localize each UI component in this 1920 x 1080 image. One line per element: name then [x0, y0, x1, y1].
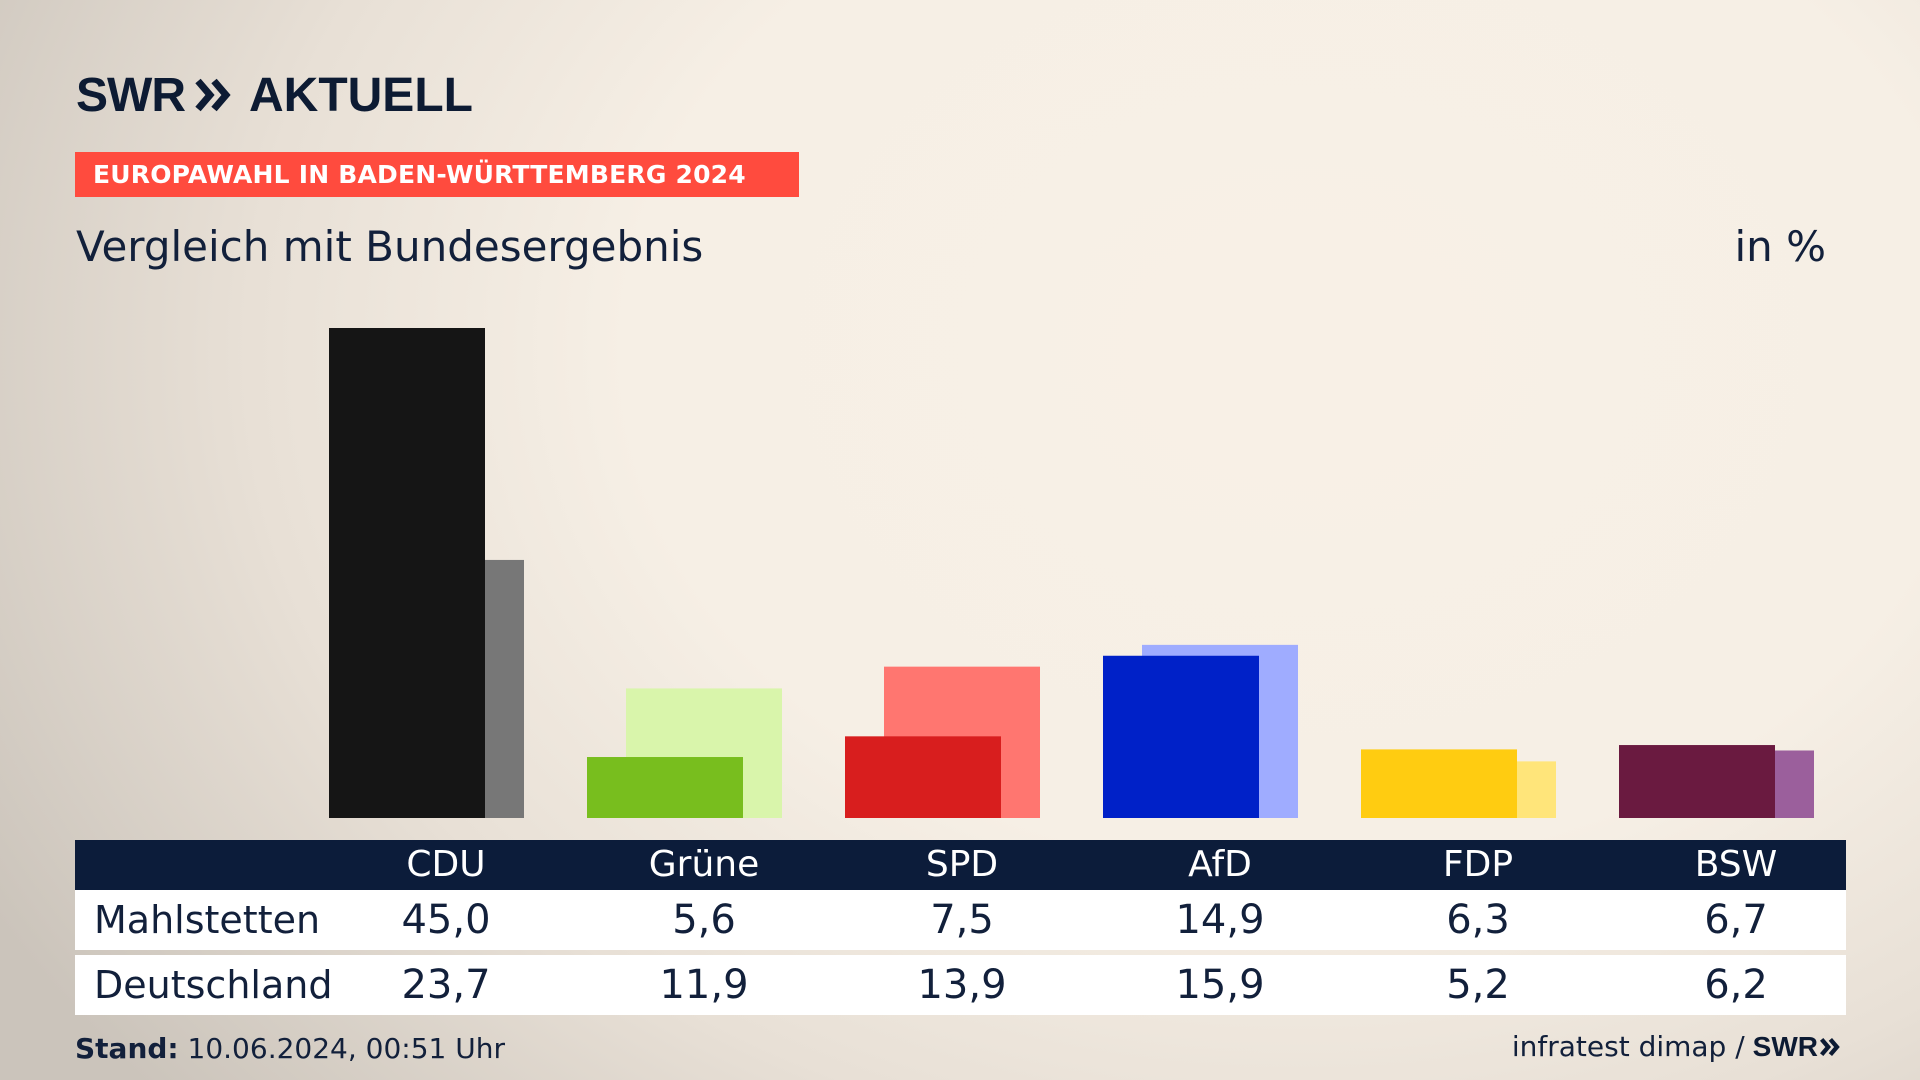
logo-swr-text: SWR — [76, 68, 186, 122]
value-cell-bsw: 6,7 — [1704, 897, 1768, 943]
column-header-bsw: BSW — [1694, 844, 1778, 885]
row-label-national: Deutschland — [94, 963, 333, 1007]
chart-subtitle: Vergleich mit Bundesergebnis — [76, 222, 704, 271]
source-text: infratest dimap / — [1511, 1030, 1745, 1063]
row-label-local: Mahlstetten — [94, 898, 321, 942]
value-cell-bsw: 6,2 — [1704, 962, 1768, 1008]
value-cell-fdp: 5,2 — [1446, 962, 1510, 1008]
value-cell-spd: 13,9 — [917, 962, 1007, 1008]
bar-local-afd — [1103, 655, 1259, 818]
value-cell-spd: 7,5 — [930, 897, 994, 943]
value-cell-grüne: 11,9 — [659, 962, 749, 1008]
bar-local-bsw — [1619, 745, 1775, 818]
column-header-grüne: Grüne — [648, 844, 760, 885]
election-banner: EUROPAWAHL IN BADEN-WÜRTTEMBERG 2024 — [75, 152, 799, 197]
table-header: CDU Grüne SPD AfD FDP BSW — [75, 840, 1846, 890]
source-credit: infratest dimap / SWR — [1512, 1030, 1844, 1063]
footer-chevron-icon — [1820, 1037, 1840, 1056]
swr-aktuell-logo: SWR AKTUELL — [76, 68, 473, 122]
value-cell-grüne: 5,6 — [672, 897, 736, 943]
bar-local-cdu — [329, 328, 485, 818]
column-header-fdp: FDP — [1442, 844, 1514, 885]
bar-chart — [329, 328, 1814, 818]
table-row-national: Deutschland 23,7 11,9 13,9 15,9 5,2 6,2 — [75, 955, 1846, 1015]
bar-local-fdp — [1361, 749, 1517, 818]
footer-swr-logo: SWR — [1753, 1031, 1844, 1063]
footer-swr-text: SWR — [1752, 1030, 1818, 1062]
bar-local-grüne — [587, 757, 743, 818]
results-table: CDU Grüne SPD AfD FDP BSW Mahlstetten 45,0 5,6… — [75, 840, 1846, 1015]
column-header-spd: SPD — [925, 844, 999, 885]
stand-value: 10.06.2024, 00:51 Uhr — [187, 1032, 505, 1065]
value-cell-afd: 14,9 — [1175, 897, 1265, 943]
timestamp: Stand: 10.06.2024, 00:51 Uhr — [75, 1032, 505, 1065]
column-header-cdu: CDU — [406, 844, 486, 885]
stand-label: Stand: — [75, 1032, 179, 1065]
value-cell-cdu: 45,0 — [401, 897, 491, 943]
unit-label: in % — [1734, 222, 1826, 271]
bar-local-spd — [845, 736, 1001, 818]
table-row-local: Mahlstetten 45,0 5,6 7,5 14,9 6,3 6,7 — [75, 890, 1846, 950]
value-cell-afd: 15,9 — [1175, 962, 1265, 1008]
value-cell-fdp: 6,3 — [1446, 897, 1510, 943]
logo-aktuell-text: AKTUELL — [248, 68, 473, 122]
double-chevron-icon — [195, 78, 231, 112]
column-header-afd: AfD — [1188, 844, 1252, 885]
value-cell-cdu: 23,7 — [401, 962, 491, 1008]
